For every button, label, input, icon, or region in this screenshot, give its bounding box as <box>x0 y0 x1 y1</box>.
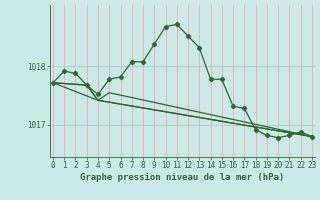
X-axis label: Graphe pression niveau de la mer (hPa): Graphe pression niveau de la mer (hPa) <box>80 173 284 182</box>
